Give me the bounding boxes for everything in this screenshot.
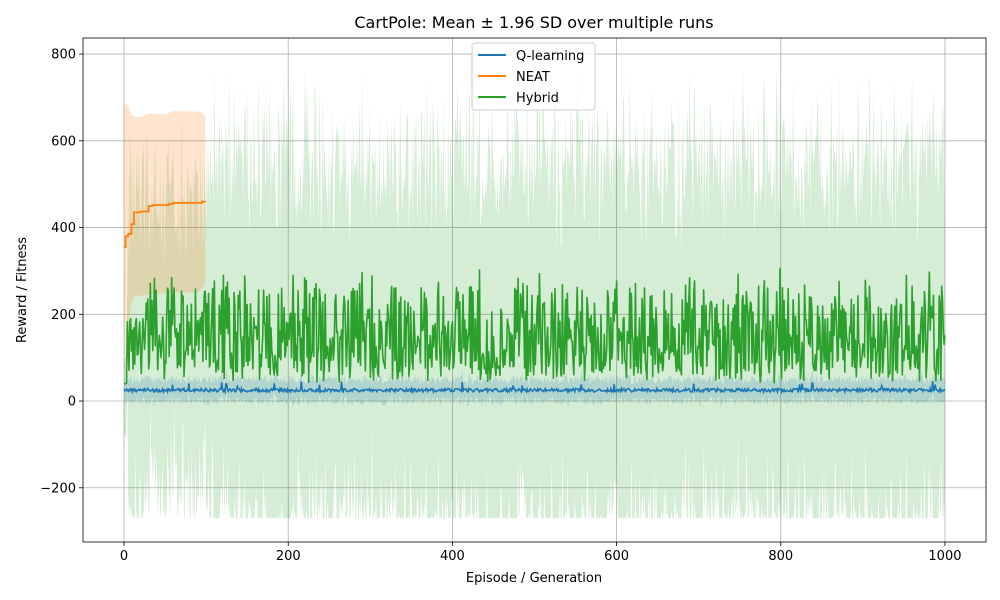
y-tick-label: 0 bbox=[68, 395, 76, 410]
x-tick-label: 400 bbox=[440, 549, 465, 564]
plot-frame bbox=[82, 37, 987, 543]
x-tick-label: 0 bbox=[120, 549, 128, 564]
x-tick-label: 600 bbox=[604, 549, 629, 564]
legend-label-hybrid: Hybrid bbox=[516, 91, 559, 106]
y-tick-label: 800 bbox=[51, 48, 76, 63]
y-axis-label: Reward / Fitness bbox=[15, 237, 30, 343]
y-tick-label: 600 bbox=[51, 134, 76, 149]
y-tick-label: −200 bbox=[40, 481, 76, 496]
neat-band bbox=[124, 103, 206, 389]
axis-ticks: 0 200 400 600 800 1000 −200 0 200 400 600 800 bbox=[40, 48, 961, 564]
x-tick-label: 800 bbox=[768, 549, 793, 564]
hybrid-band bbox=[124, 67, 945, 519]
x-axis-label: Episode / Generation bbox=[466, 571, 602, 586]
x-tick-label: 1000 bbox=[928, 549, 961, 564]
legend: Q-learning NEAT Hybrid bbox=[471, 42, 596, 111]
y-tick-label: 400 bbox=[51, 221, 76, 236]
hybrid-line bbox=[124, 267, 946, 385]
chart-title: CartPole: Mean ± 1.96 SD over multiple r… bbox=[354, 13, 713, 32]
series-lines bbox=[123, 200, 946, 395]
y-tick-label: 200 bbox=[51, 308, 76, 323]
legend-box bbox=[471, 42, 596, 111]
q-learning-band bbox=[124, 367, 945, 407]
q-learning-line bbox=[123, 381, 946, 395]
confidence-bands bbox=[124, 67, 945, 519]
plot-area bbox=[83, 38, 986, 542]
x-tick-label: 200 bbox=[276, 549, 301, 564]
legend-label-q-learning: Q-learning bbox=[516, 49, 584, 64]
neat-line bbox=[124, 200, 207, 248]
legend-label-neat: NEAT bbox=[516, 70, 550, 85]
